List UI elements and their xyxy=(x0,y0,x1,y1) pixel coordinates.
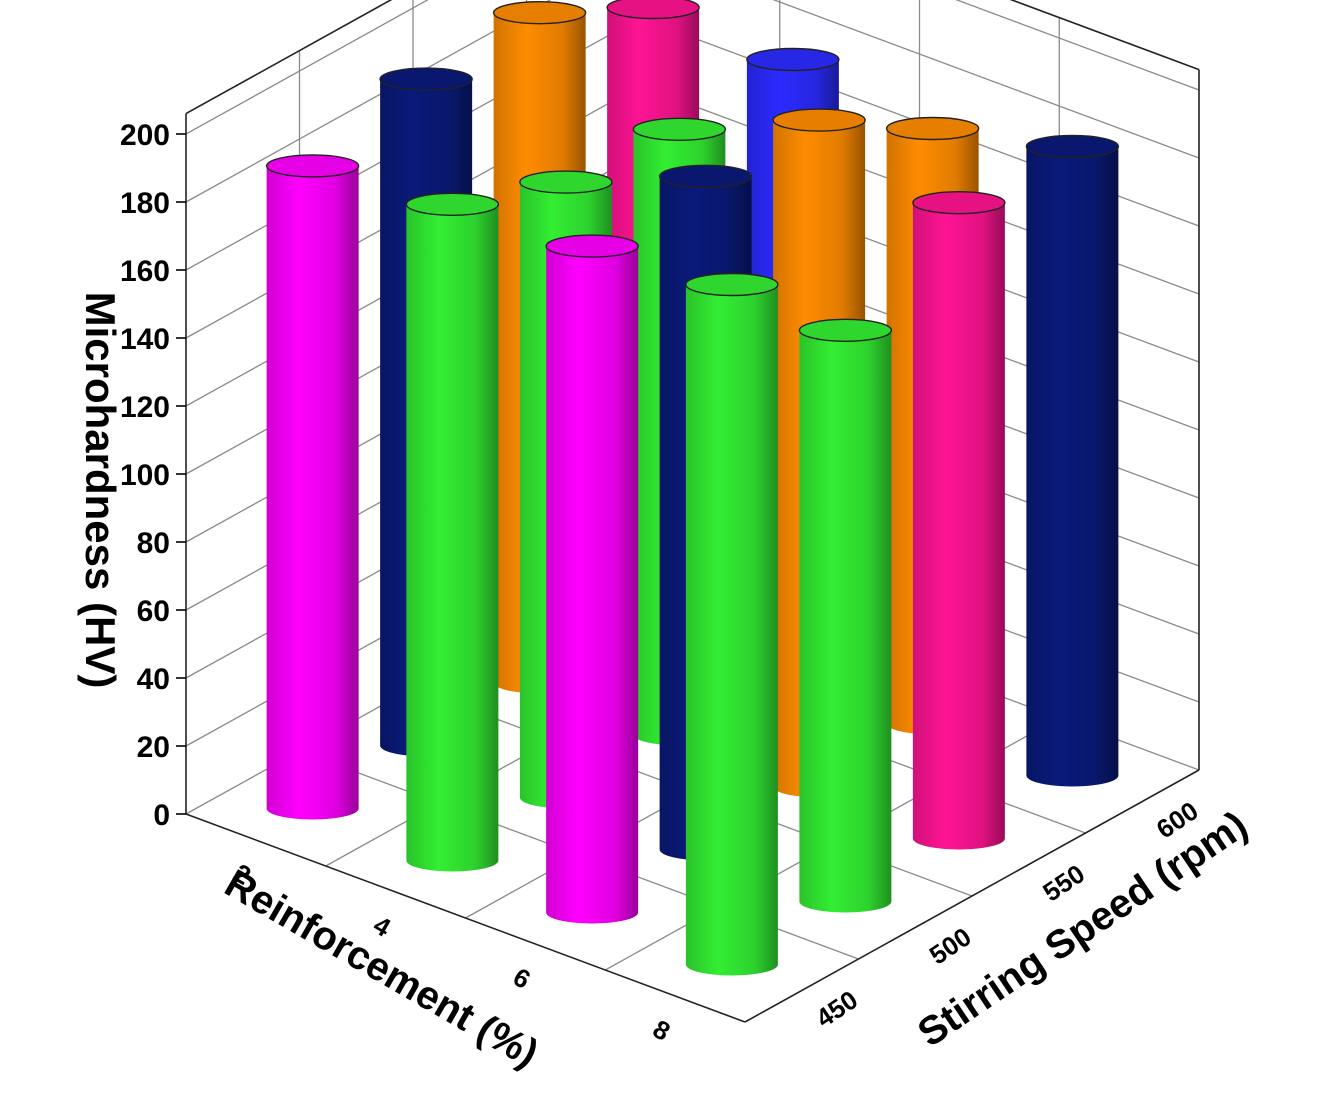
bar-body xyxy=(546,246,639,924)
z-tick-label: 60 xyxy=(137,595,170,628)
bar-top xyxy=(519,170,613,194)
z-tick-label: 160 xyxy=(120,255,170,288)
bar-top xyxy=(379,67,473,91)
z-tick-label: 140 xyxy=(120,323,170,356)
z-tick-label: 0 xyxy=(153,799,170,832)
x-axis-label: Reinforcement (%) xyxy=(217,861,545,1076)
bar-top xyxy=(912,190,1006,215)
bar-body xyxy=(912,202,1005,850)
bar-cylinder xyxy=(798,318,893,913)
x-tick-label: 8 xyxy=(648,1014,676,1047)
axis-edge xyxy=(185,0,393,115)
bar-body xyxy=(799,330,892,913)
z-tick-label: 80 xyxy=(137,527,170,560)
bar-top xyxy=(885,116,980,141)
y-tick-label: 500 xyxy=(924,921,977,970)
axis-edge xyxy=(1009,0,1200,71)
bar-top xyxy=(798,318,893,342)
x-tick-label: 6 xyxy=(508,962,536,995)
bar-cylinder xyxy=(545,234,639,924)
bar-top xyxy=(606,0,700,20)
bar-body xyxy=(685,284,778,976)
bar-body xyxy=(266,165,359,820)
z-tick-label: 100 xyxy=(120,459,170,492)
z-tick-label: 180 xyxy=(120,187,170,220)
bar-top xyxy=(632,117,727,142)
bar-top xyxy=(405,192,500,217)
bar-top xyxy=(658,164,753,189)
bar-cylinder xyxy=(912,190,1006,850)
bar-top xyxy=(685,272,779,297)
bar-cylinder xyxy=(685,272,779,976)
tick-labels: 0204060801001201401601802002468600550500… xyxy=(120,119,1204,1047)
bar-cylinder xyxy=(405,192,500,872)
bar-cylinder xyxy=(1025,134,1120,787)
bar-top xyxy=(746,47,840,72)
y-tick-label: 450 xyxy=(810,984,863,1033)
z-tick-label: 20 xyxy=(137,731,170,764)
bar-top xyxy=(492,0,587,25)
axis-edge xyxy=(185,813,746,1023)
bar-top xyxy=(1025,134,1120,159)
z-tick-label: 40 xyxy=(137,663,170,696)
bar-top xyxy=(772,108,866,132)
axis-edge xyxy=(744,769,1200,1023)
bar-body xyxy=(406,204,499,872)
bar-body xyxy=(1026,146,1119,787)
bars xyxy=(265,0,1120,976)
z-tick-label: 200 xyxy=(120,119,170,152)
y-tick-label: 550 xyxy=(1037,858,1090,907)
gridline-z xyxy=(185,0,1200,203)
bar-cylinder xyxy=(265,154,360,820)
gridline-z xyxy=(185,0,1200,135)
z-tick-label: 120 xyxy=(120,391,170,424)
bar-top xyxy=(545,234,639,258)
bar-top xyxy=(265,154,360,178)
z-axis-label: Microhardness (HV) xyxy=(77,292,124,689)
